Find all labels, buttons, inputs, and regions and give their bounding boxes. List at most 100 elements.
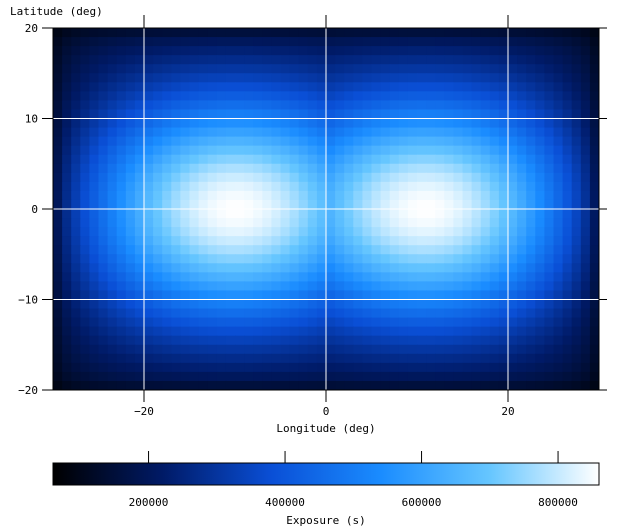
- heatmap-cell: [298, 82, 309, 92]
- heatmap-cell: [489, 73, 500, 83]
- heatmap-cell: [262, 362, 272, 373]
- heatmap-cell: [508, 100, 518, 111]
- heatmap-cell: [344, 28, 354, 38]
- heatmap-cell: [171, 380, 181, 390]
- heatmap-cell: [344, 163, 354, 174]
- heatmap-cell: [98, 290, 109, 301]
- heatmap-cell: [462, 172, 473, 183]
- heatmap-cell: [362, 127, 373, 138]
- heatmap-cell: [62, 46, 72, 56]
- heatmap-cell: [253, 290, 263, 301]
- heatmap-cell: [216, 190, 227, 201]
- heatmap-cell: [435, 218, 445, 228]
- heatmap-cell: [289, 353, 300, 364]
- heatmap-cell: [53, 118, 63, 129]
- heatmap-cell: [589, 272, 599, 282]
- heatmap-cell: [171, 100, 181, 111]
- heatmap-cell: [344, 37, 354, 47]
- heatmap-cell: [225, 145, 236, 156]
- heatmap-cell: [535, 82, 545, 92]
- heatmap-cell: [262, 109, 272, 120]
- heatmap-cell: [298, 371, 309, 382]
- heatmap-cell: [453, 245, 464, 255]
- heatmap-cell: [462, 290, 473, 301]
- heatmap-cell: [407, 263, 418, 273]
- heatmap-cell: [371, 317, 382, 328]
- heatmap-cell: [471, 82, 482, 92]
- heatmap-cell: [207, 362, 218, 373]
- heatmap-cell: [326, 281, 336, 292]
- heatmap-cell: [80, 28, 90, 38]
- heatmap-cell: [289, 326, 300, 337]
- heatmap-cell: [98, 145, 109, 156]
- heatmap-cell: [517, 254, 527, 264]
- heatmap-cell: [235, 263, 245, 273]
- heatmap-cell: [580, 245, 591, 255]
- heatmap-cell: [107, 362, 118, 373]
- heatmap-cell: [198, 91, 209, 101]
- heatmap-cell: [153, 380, 163, 390]
- heatmap-cell: [426, 236, 436, 246]
- heatmap-cell: [562, 290, 573, 301]
- heatmap-cell: [589, 100, 599, 111]
- heatmap-cell: [462, 371, 473, 382]
- heatmap-cell: [353, 263, 363, 273]
- heatmap-cell: [462, 254, 473, 264]
- heatmap-cell: [271, 118, 282, 129]
- heatmap-cell: [316, 344, 327, 355]
- heatmap-cell: [216, 326, 227, 337]
- heatmap-cell: [389, 28, 400, 38]
- heatmap-cell: [326, 380, 336, 390]
- heatmap-cell: [153, 37, 163, 47]
- heatmap-cell: [371, 55, 382, 65]
- heatmap-cell: [244, 91, 254, 101]
- heatmap-cell: [216, 73, 227, 83]
- heatmap-cell: [280, 209, 291, 219]
- heatmap-cell: [362, 344, 373, 355]
- heatmap-cell: [444, 254, 454, 264]
- heatmap-cell: [480, 46, 491, 56]
- heatmap-cell: [207, 254, 218, 264]
- heatmap-cell: [489, 100, 500, 111]
- heatmap-cell: [580, 172, 591, 183]
- heatmap-cell: [407, 290, 418, 301]
- heatmap-cell: [471, 199, 482, 210]
- heatmap-cell: [107, 73, 118, 83]
- heatmap-cell: [398, 299, 409, 310]
- heatmap-cell: [298, 37, 309, 47]
- heatmap-cell: [225, 199, 236, 210]
- heatmap-cell: [471, 236, 482, 246]
- heatmap-cell: [107, 163, 118, 174]
- heatmap-cell: [262, 46, 272, 56]
- heatmap-cell: [580, 37, 591, 47]
- heatmap-cell: [189, 46, 200, 56]
- heatmap-cell: [244, 371, 254, 382]
- heatmap-cell: [280, 335, 291, 346]
- heatmap-cell: [71, 263, 81, 273]
- heatmap-cell: [235, 181, 245, 192]
- heatmap-cell: [125, 82, 136, 92]
- heatmap-cell: [362, 28, 373, 38]
- heatmap-cell: [444, 109, 454, 120]
- heatmap-cell: [353, 245, 363, 255]
- heatmap-cell: [307, 326, 318, 337]
- heatmap-cell: [307, 353, 318, 364]
- heatmap-cell: [180, 299, 191, 310]
- heatmap-cell: [371, 82, 382, 92]
- heatmap-cell: [280, 28, 291, 38]
- heatmap-cell: [189, 299, 200, 310]
- heatmap-cell: [544, 263, 555, 273]
- heatmap-cell: [526, 181, 536, 192]
- heatmap-cell: [426, 55, 436, 65]
- heatmap-cell: [307, 199, 318, 210]
- heatmap-cell: [508, 317, 518, 328]
- heatmap-cell: [426, 353, 436, 364]
- heatmap-cell: [53, 326, 63, 337]
- heatmap-cell: [562, 335, 573, 346]
- heatmap-cell: [571, 236, 582, 246]
- heatmap-cell: [508, 145, 518, 156]
- heatmap-cell: [517, 344, 527, 355]
- heatmap-cell: [162, 254, 172, 264]
- heatmap-cell: [508, 263, 518, 273]
- heatmap-cell: [417, 73, 427, 83]
